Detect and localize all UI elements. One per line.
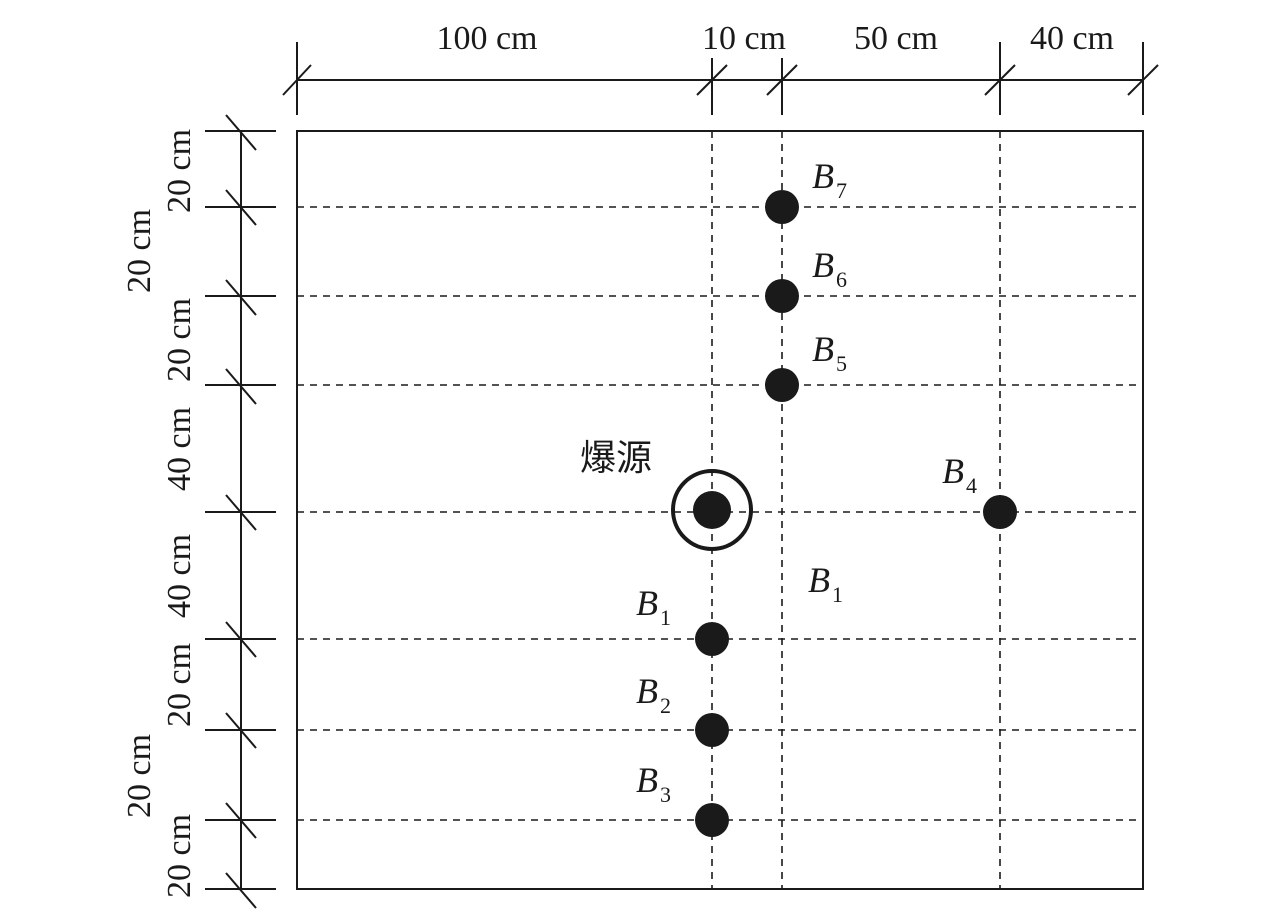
left-dim-label-5: 40 cm	[161, 534, 198, 618]
gauge-label-b1-secondary: B1	[808, 560, 843, 607]
gauge-point-b7	[765, 190, 799, 224]
gauge-label-b7: B7	[812, 156, 847, 203]
gauge-label-b5: B5	[812, 329, 847, 376]
gauge-label-b2: B2	[636, 671, 671, 718]
left-dim-label-3: 20 cm	[161, 298, 198, 382]
top-dim-label-1: 100 cm	[436, 20, 537, 57]
left-dim-label-4: 40 cm	[161, 407, 198, 491]
gauge-point-b2	[695, 713, 729, 747]
gauge-label-b4: B4	[942, 451, 977, 498]
left-dim-label-7: 20 cm	[121, 734, 158, 818]
left-dim-label-1: 20 cm	[161, 129, 198, 213]
gauge-label-b3: B3	[636, 760, 671, 807]
blast-source-label: 爆源	[580, 438, 652, 479]
gauge-label-b1: B1	[636, 583, 671, 630]
gauge-point-b5	[765, 368, 799, 402]
top-dimension	[282, 42, 1159, 115]
boundary-rect	[296, 130, 1144, 890]
left-dim-label-8: 20 cm	[161, 814, 198, 898]
gauge-point-b6	[765, 279, 799, 313]
top-dim-label-2: 10 cm	[702, 20, 786, 57]
top-dim-label-3: 50 cm	[854, 20, 938, 57]
left-dimension	[205, 114, 276, 909]
gauge-point-b3	[695, 803, 729, 837]
gauge-point-b4	[983, 495, 1017, 529]
top-dim-label-4: 40 cm	[1030, 20, 1114, 57]
left-dim-label-2: 20 cm	[121, 209, 158, 293]
left-dim-label-6: 20 cm	[161, 643, 198, 727]
gauge-point-b1	[695, 622, 729, 656]
gauge-label-b6: B6	[812, 245, 847, 292]
blast-source-marker	[671, 469, 753, 551]
